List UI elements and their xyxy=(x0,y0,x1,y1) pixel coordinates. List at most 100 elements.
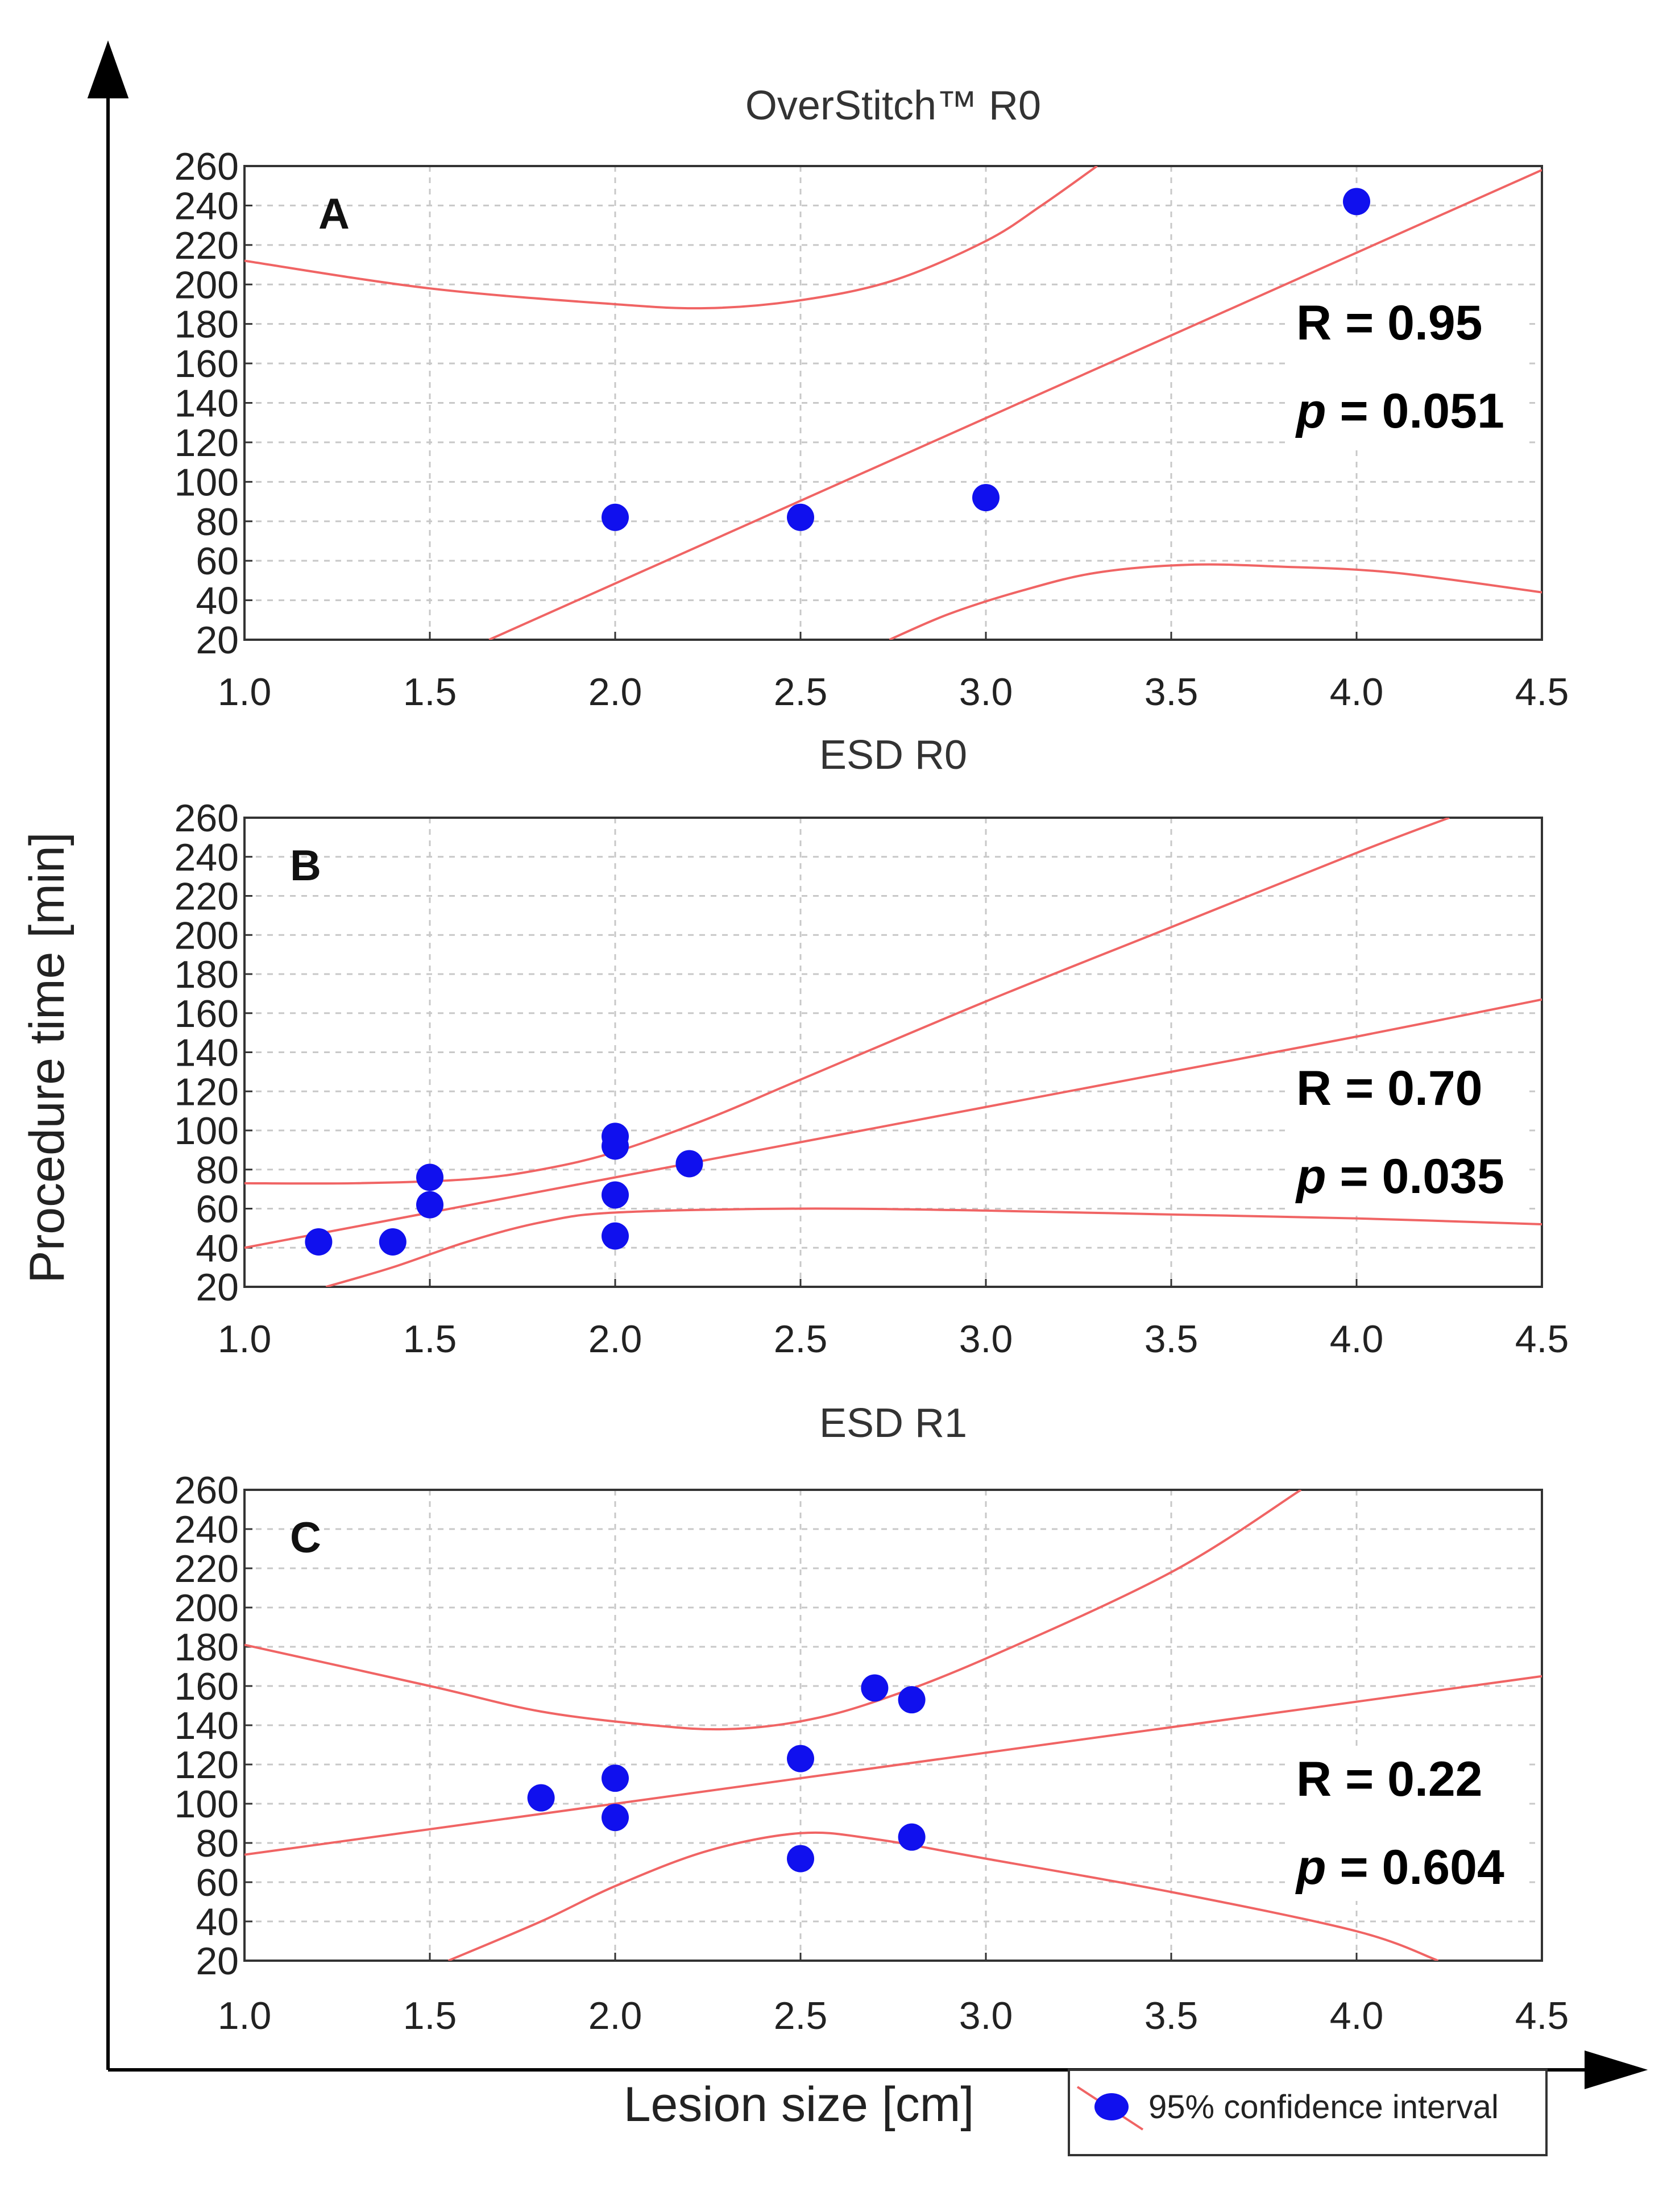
panel-letter: A xyxy=(318,190,350,238)
data-point xyxy=(416,1163,443,1191)
confidence-upper-line xyxy=(244,1490,1302,1731)
confidence-lower-line xyxy=(325,1207,1542,1287)
x-tick-label: 2.0 xyxy=(588,670,642,714)
data-point xyxy=(379,1228,407,1256)
x-tick-label: 3.5 xyxy=(1144,670,1199,714)
data-point xyxy=(675,1150,703,1178)
y-tick-label: 160 xyxy=(175,992,239,1035)
legend: 95% confidence interval xyxy=(1068,2069,1548,2156)
r-value: R = 0.22 xyxy=(1296,1752,1483,1807)
y-tick-label: 220 xyxy=(175,875,239,918)
x-tick-label: 2.5 xyxy=(774,1994,828,2037)
p-number: = 0.051 xyxy=(1326,384,1504,438)
y-tick-label: 40 xyxy=(196,1227,239,1270)
y-tick-label: 40 xyxy=(196,1900,239,1944)
x-tick-label: 2.5 xyxy=(774,670,828,714)
x-tick-label: 4.5 xyxy=(1515,1994,1569,2037)
y-tick-label: 180 xyxy=(175,1626,239,1669)
p-number: = 0.604 xyxy=(1326,1840,1504,1895)
confidence-upper-line xyxy=(244,818,1450,1185)
y-axis-label: Procedure time [min] xyxy=(20,832,74,1283)
panel-a: OverStitch™ R0 1.0 1.5 2.0 2.5 3.0 3.5 4.0 4.5 20… xyxy=(175,83,1569,714)
x-tick-label: 2.0 xyxy=(588,1318,642,1361)
x-tick-label: 1.0 xyxy=(218,1994,272,2037)
y-tick-label: 80 xyxy=(196,1149,239,1192)
data-point xyxy=(787,1745,814,1772)
confidence-upper-line xyxy=(244,166,1098,310)
y-tick-label: 20 xyxy=(196,619,239,662)
plot-area xyxy=(244,1490,1542,1961)
data-point xyxy=(602,1181,629,1209)
y-tick-label: 60 xyxy=(196,1188,239,1231)
y-tick-label: 160 xyxy=(175,342,239,386)
y-tick-label: 200 xyxy=(175,1586,239,1630)
panel-title: ESD R1 xyxy=(819,1401,967,1446)
panel-letter: B xyxy=(290,842,321,890)
x-tick-label: 4.5 xyxy=(1515,1318,1569,1361)
p-number: = 0.035 xyxy=(1326,1149,1504,1204)
y-tick-label: 240 xyxy=(175,184,239,227)
data-point xyxy=(527,1784,555,1812)
data-point xyxy=(602,1122,629,1150)
x-tick-label: 4.0 xyxy=(1330,1994,1384,2037)
data-point xyxy=(602,1804,629,1832)
data-point xyxy=(305,1228,333,1256)
data-point xyxy=(602,1764,629,1792)
y-tick-label: 260 xyxy=(175,1469,239,1512)
y-tick-label: 260 xyxy=(175,145,239,188)
data-point xyxy=(861,1674,889,1702)
y-tick-label: 180 xyxy=(175,303,239,346)
outer-y-axis-arrow xyxy=(87,40,129,98)
data-point xyxy=(1343,188,1370,216)
y-tick-label: 260 xyxy=(175,797,239,840)
p-symbol: p xyxy=(1295,1840,1326,1895)
panel-title: OverStitch™ R0 xyxy=(745,83,1041,129)
outer-x-axis-arrow xyxy=(1585,2050,1648,2090)
x-tick-label: 3.5 xyxy=(1144,1318,1199,1361)
panel-title: ESD R0 xyxy=(819,732,967,778)
x-tick-label: 3.0 xyxy=(959,670,1013,714)
x-tick-label: 3.5 xyxy=(1144,1994,1199,2037)
y-tick-label: 100 xyxy=(175,1109,239,1153)
y-tick-label: 20 xyxy=(196,1940,239,1983)
data-point xyxy=(602,1222,629,1250)
regression-line xyxy=(244,998,1542,1249)
y-tick-label: 140 xyxy=(175,382,239,425)
p-value: p = 0.035 xyxy=(1295,1149,1504,1204)
x-tick-label: 4.5 xyxy=(1515,670,1569,714)
y-tick-label: 140 xyxy=(175,1704,239,1747)
stats-backing xyxy=(1285,1747,1524,1901)
y-tick-label: 40 xyxy=(196,579,239,623)
y-tick-label: 220 xyxy=(175,1547,239,1590)
data-point xyxy=(787,1845,814,1873)
plot-area xyxy=(244,166,1542,640)
x-tick-label: 1.5 xyxy=(403,1318,457,1361)
stats-backing xyxy=(1285,291,1524,445)
data-point xyxy=(898,1686,926,1714)
x-tick-label: 1.0 xyxy=(218,670,272,714)
r-value: R = 0.70 xyxy=(1296,1061,1483,1116)
y-tick-label: 120 xyxy=(175,1743,239,1787)
confidence-lower-line xyxy=(447,1831,1439,1961)
y-tick-label: 60 xyxy=(196,540,239,583)
x-tick-label: 3.0 xyxy=(959,1994,1013,2037)
regression-line xyxy=(488,169,1542,640)
plot-area xyxy=(244,818,1542,1287)
regression-line xyxy=(244,1675,1542,1856)
p-value: p = 0.604 xyxy=(1295,1840,1504,1895)
x-tick-label: 2.5 xyxy=(774,1318,828,1361)
data-point xyxy=(972,484,1000,512)
x-tick-label: 1.5 xyxy=(403,1994,457,2037)
legend-point-swatch xyxy=(1094,2093,1129,2120)
r-value: R = 0.95 xyxy=(1296,296,1483,350)
stats-backing xyxy=(1285,1057,1524,1210)
x-tick-label: 4.0 xyxy=(1330,1318,1384,1361)
y-tick-label: 200 xyxy=(175,914,239,957)
y-tick-label: 60 xyxy=(196,1861,239,1904)
x-tick-label: 1.0 xyxy=(218,1318,272,1361)
panel-letter: C xyxy=(290,1514,321,1562)
y-tick-label: 100 xyxy=(175,1783,239,1826)
x-tick-label: 4.0 xyxy=(1330,670,1384,714)
data-point xyxy=(787,503,814,531)
